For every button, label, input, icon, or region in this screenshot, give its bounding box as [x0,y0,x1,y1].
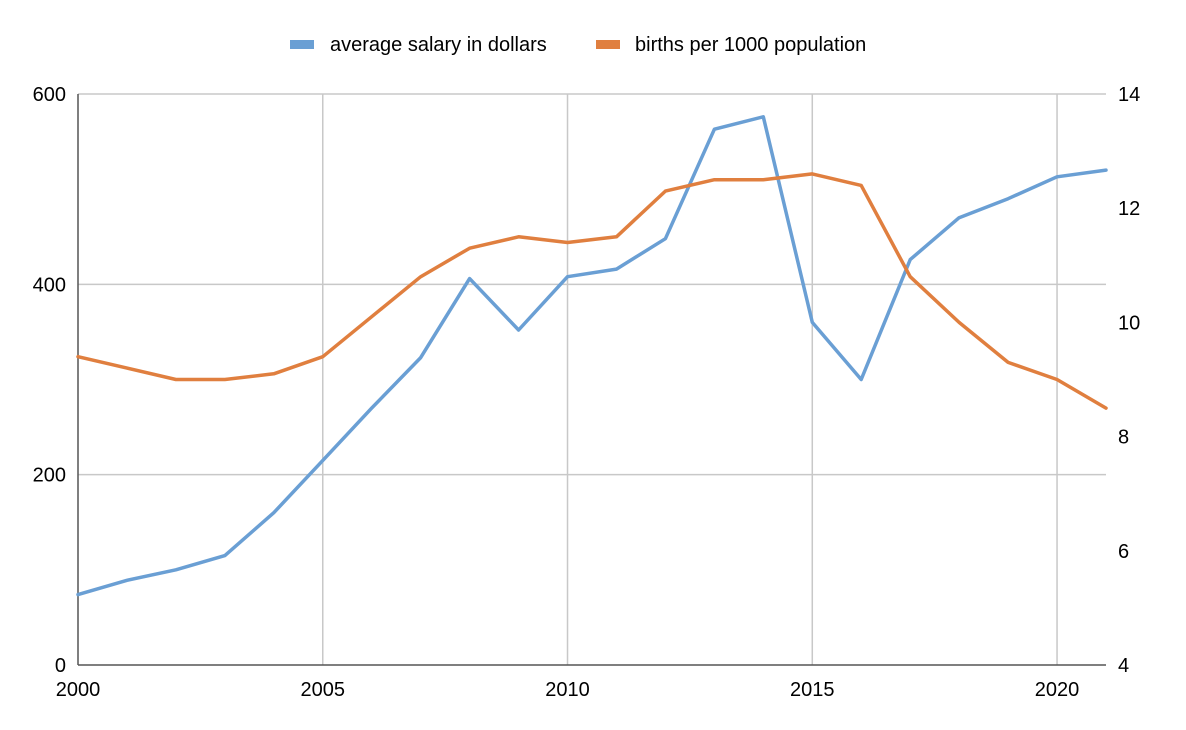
y-tick-label-left: 400 [33,274,66,296]
x-tick-label: 2020 [1035,679,1080,701]
y-tick-label-left: 0 [55,655,66,677]
y-tick-label-right: 12 [1118,198,1140,220]
y-tick-label-right: 10 [1118,312,1140,334]
x-tick-label: 2015 [790,679,835,701]
grid-lines [78,93,1106,665]
legend-swatch-2 [596,40,620,49]
y-tick-label-left: 600 [33,84,66,106]
y-tick-label-right: 6 [1118,541,1129,563]
x-tick-label: 2005 [301,679,346,701]
tick-labels: 0 200 400 600 4 6 8 10 12 14 2000 2005 2010 2015 2020 [33,84,1141,701]
y-tick-label-right: 4 [1118,655,1129,677]
legend-swatch-1 [290,40,314,49]
y-tick-label-right: 14 [1118,84,1140,106]
legend-label-2: births per 1000 population [635,34,866,56]
series-lines [76,115,1108,597]
series-line-2 [76,172,1108,410]
y-tick-label-right: 8 [1118,427,1129,449]
axes [77,94,1106,666]
legend: average salary in dollars births per 1000… [290,34,866,56]
x-tick-label: 2010 [545,679,590,701]
series-line-1 [76,115,1108,597]
x-tick-label: 2000 [56,679,101,701]
y-tick-label-left: 200 [33,465,66,487]
legend-label-1: average salary in dollars [330,34,547,56]
